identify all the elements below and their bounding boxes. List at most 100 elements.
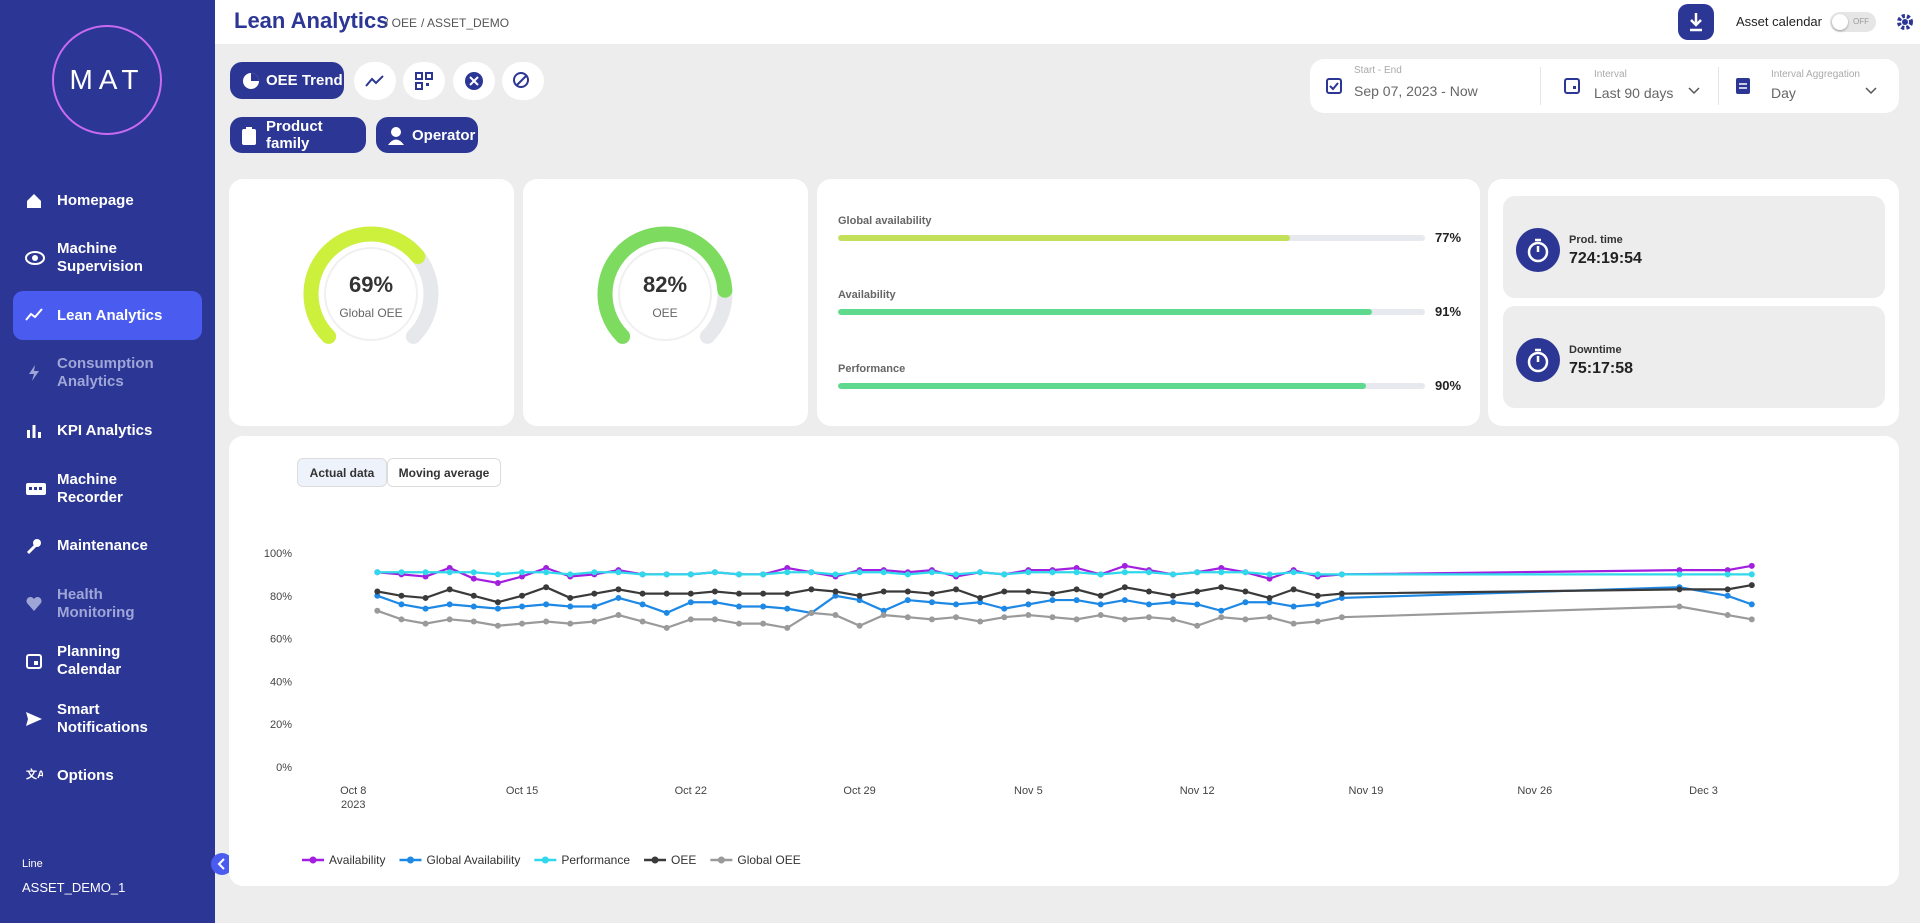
data-point (1073, 616, 1080, 623)
data-point (953, 571, 960, 578)
nav-item[interactable]: Smart Notifications (13, 695, 202, 743)
time-box: Downtime 75:17:58 (1503, 306, 1885, 408)
data-point (928, 569, 935, 576)
pill-icon (242, 127, 256, 145)
data-point (711, 616, 718, 623)
filter-button[interactable]: Product family (230, 117, 366, 153)
settings-icon[interactable] (1895, 12, 1915, 32)
data-point (591, 590, 598, 597)
data-point (1218, 584, 1225, 591)
nav-item[interactable]: Lean Analytics (13, 291, 202, 340)
data-point (856, 592, 863, 599)
filter-value[interactable]: Day (1771, 85, 1796, 101)
view-button[interactable]: OEE Trend (230, 62, 344, 99)
data-point (977, 599, 984, 606)
toggle[interactable]: OFF (1830, 12, 1876, 32)
bar (838, 235, 1290, 241)
data-point (1145, 588, 1152, 595)
collapse-button[interactable] (211, 853, 233, 875)
breadcrumb[interactable]: / ASSET_DEMO (421, 16, 510, 30)
data-point (1748, 601, 1755, 608)
filter-button[interactable]: Operator (376, 117, 478, 153)
data-point (446, 601, 453, 608)
legend-item[interactable]: Global Availability (399, 853, 520, 867)
legend-marker (309, 856, 317, 864)
data-point (1049, 614, 1056, 621)
toggle-knob (1832, 14, 1848, 30)
data-point (1097, 612, 1104, 619)
data-point (856, 622, 863, 629)
data-point (1290, 603, 1297, 610)
filter-value[interactable]: Sep 07, 2023 - Now (1354, 83, 1478, 99)
nav-item[interactable]: Planning Calendar (13, 637, 202, 685)
data-point (519, 592, 526, 599)
data-point (543, 569, 550, 576)
data-point (1290, 569, 1297, 576)
legend-item[interactable]: Global OEE (710, 853, 801, 867)
nav-item[interactable]: Machine Supervision (13, 234, 202, 282)
data-point (615, 612, 622, 619)
data-point (1218, 607, 1225, 614)
data-point (615, 586, 622, 593)
x-year-label: 2023 (341, 799, 365, 811)
pill-icon (243, 73, 259, 89)
series-line (377, 571, 1752, 576)
data-point (808, 569, 815, 576)
icon-button[interactable] (354, 62, 396, 100)
nav-item[interactable]: 文A Options (13, 752, 202, 800)
nav-item[interactable]: Homepage (13, 177, 202, 225)
data-point (1121, 569, 1128, 576)
data-point (422, 573, 429, 580)
time-label: Downtime (1569, 344, 1622, 356)
chart-card: Actual data Moving average 0% 20% 40% 60% 80… (229, 436, 1899, 886)
icon-button[interactable] (453, 62, 495, 100)
data-point (687, 599, 694, 606)
asset-calendar-label: Asset calendar (1736, 14, 1822, 29)
nav-item[interactable]: Consumption Analytics (13, 349, 202, 397)
icon-button[interactable] (502, 62, 544, 100)
data-point (784, 590, 791, 597)
data-point (470, 569, 477, 576)
y-tick-label: 20% (270, 719, 292, 731)
gauge-value-label: 82% (643, 272, 687, 297)
time-box: Prod. time 724:19:54 (1503, 196, 1885, 298)
data-point (543, 601, 550, 608)
y-tick-label: 80% (270, 591, 292, 603)
nav-item[interactable]: Machine Recorder (13, 465, 202, 513)
data-point (1194, 622, 1201, 629)
gauge-card: 82% OEE (523, 179, 808, 426)
legend-item[interactable]: OEE (644, 853, 696, 867)
svg-text:文A: 文A (26, 767, 43, 781)
chart-mode-button[interactable]: Moving average (387, 458, 501, 487)
gauge-value-label: 69% (349, 272, 393, 297)
data-point (928, 590, 935, 597)
chart-mode-button[interactable]: Actual data (297, 458, 387, 487)
nav-icon (26, 712, 42, 726)
data-point (1001, 605, 1008, 612)
data-point (1073, 586, 1080, 593)
divider (1718, 67, 1719, 105)
icon-button[interactable] (403, 62, 445, 100)
data-point (1194, 588, 1201, 595)
data-point (567, 594, 574, 601)
legend-item[interactable]: Performance (534, 853, 630, 867)
breadcrumb[interactable]: / OEE (385, 16, 418, 30)
nav-item[interactable]: Maintenance (13, 522, 202, 570)
data-point (1676, 567, 1683, 574)
icon-hand (1535, 238, 1541, 252)
filter-value[interactable]: Last 90 days (1594, 85, 1674, 101)
nav-label: Homepage (57, 192, 134, 209)
data-point (1314, 601, 1321, 608)
download-button[interactable] (1678, 4, 1714, 40)
data-point (711, 599, 718, 606)
legend-item[interactable]: Availability (302, 853, 385, 867)
nav-item[interactable]: KPI Analytics (13, 407, 202, 455)
time-label: Prod. time (1569, 234, 1623, 246)
legend-marker (406, 856, 414, 864)
data-point (1218, 614, 1225, 621)
availability-card: Global availability 77% Availability 91% Per… (817, 179, 1480, 426)
data-point (1676, 603, 1683, 610)
nav-item[interactable]: Health Monitoring (13, 580, 202, 628)
x-tick-label: Oct 22 (675, 785, 707, 797)
